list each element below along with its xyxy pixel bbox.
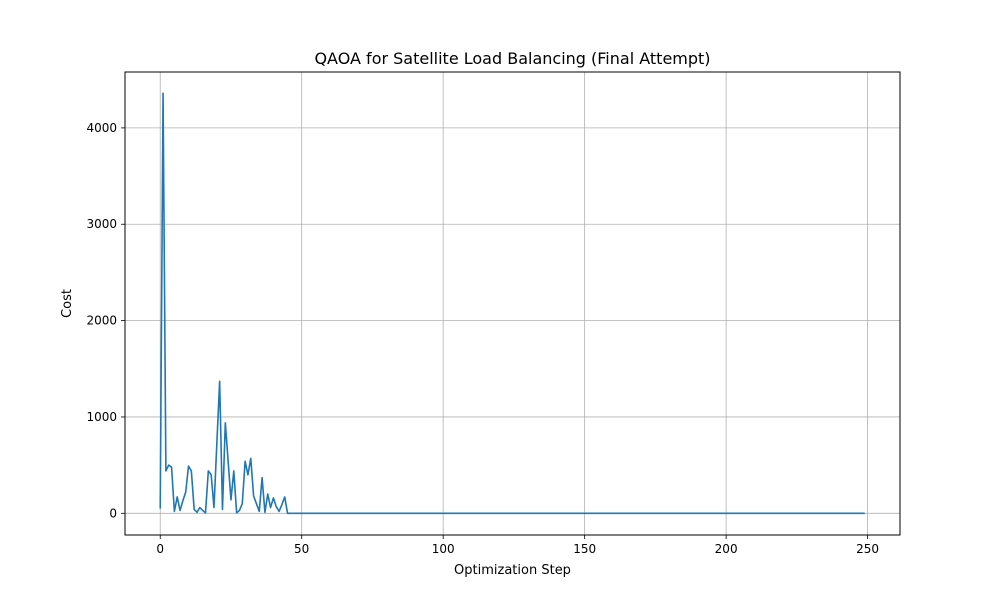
series-line (159, 92, 865, 515)
x-axis-label: Optimization Step (454, 563, 571, 578)
y-tick-label: 2000 (86, 314, 117, 328)
y-tick-label: 3000 (86, 217, 117, 231)
y-tick-label: 1000 (86, 410, 117, 424)
x-tick-label: 100 (432, 542, 455, 556)
x-tick-label: 250 (856, 542, 879, 556)
x-tick-label: 0 (156, 542, 164, 556)
chart-title: QAOA for Satellite Load Balancing (Final… (314, 49, 710, 68)
x-tick-label: 50 (294, 542, 309, 556)
plot-frame (124, 71, 901, 536)
grid (125, 72, 900, 535)
y-tick-label: 0 (109, 506, 117, 520)
x-tick-label: 200 (715, 542, 738, 556)
x-tick-label: 150 (573, 542, 596, 556)
y-tick-label: 4000 (86, 121, 117, 135)
series-layer (159, 92, 865, 515)
y-axis-label: Cost (60, 289, 75, 318)
ticks: 0 50 100 150 200 250 0 1000 2000 3000 4000 (86, 121, 879, 556)
